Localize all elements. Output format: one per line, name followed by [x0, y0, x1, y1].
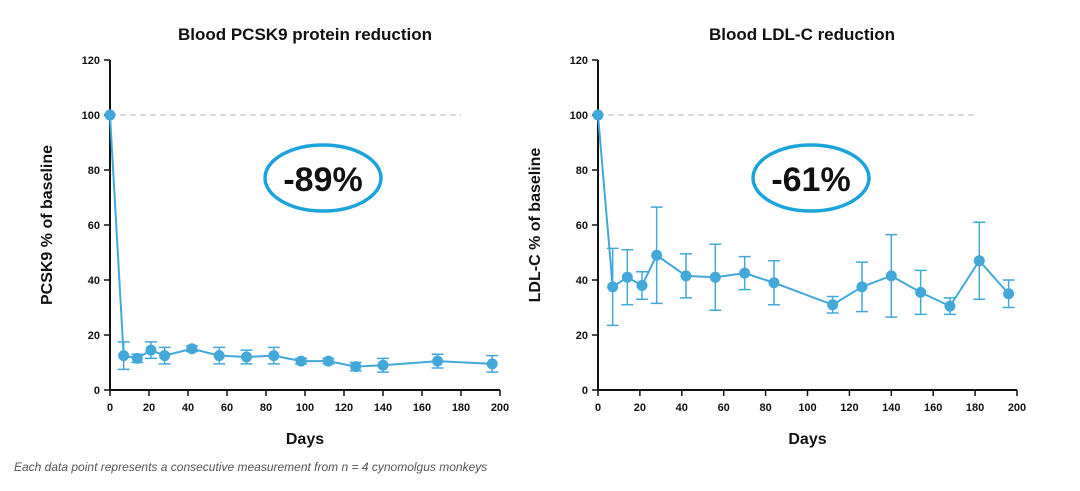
- y-tick-label: 20: [576, 330, 588, 342]
- data-point: [377, 359, 389, 371]
- data-point: [241, 351, 252, 363]
- x-tick-label: 160: [413, 402, 431, 414]
- data-point: [1003, 288, 1015, 300]
- chart-1: Blood PCSK9 protein reduction 0 20 40 60 80 10…: [39, 25, 509, 448]
- callout-value: -61%: [771, 161, 850, 199]
- data-point: [104, 109, 116, 121]
- y-axis-label: PCSK9 % of baseline: [39, 145, 56, 305]
- chart-title: Blood LDL-C reduction: [709, 25, 895, 44]
- x-tick-label: 180: [966, 402, 984, 414]
- x-tick-label: 140: [882, 402, 900, 414]
- y-tick-label: 100: [82, 110, 100, 122]
- data-point: [944, 300, 956, 312]
- y-tick-label: 100: [570, 110, 588, 122]
- callout-oval: [263, 143, 383, 213]
- data-point: [295, 355, 307, 367]
- data-point: [145, 344, 157, 356]
- x-axis-label: Days: [286, 431, 324, 448]
- series-line: [597, 114, 1010, 308]
- data-point: [768, 277, 780, 289]
- data-point: [486, 358, 498, 370]
- x-tick-label: 20: [634, 402, 646, 414]
- data-point: [131, 352, 143, 364]
- x-tick-label: 100: [798, 402, 816, 414]
- x-tick-label: 180: [452, 402, 470, 414]
- data-point: [159, 350, 171, 362]
- x-tick-label: 160: [924, 402, 942, 414]
- y-tick-label: 80: [88, 165, 100, 177]
- data-point: [268, 350, 280, 362]
- data-point: [592, 109, 604, 121]
- x-tick-label: 40: [182, 402, 194, 414]
- data-point: [651, 249, 663, 261]
- data-point: [739, 267, 751, 279]
- chart-2: Blood LDL-C reduction 0 20 40 60 80 100 120 0 20 4…: [527, 25, 1026, 448]
- callout-oval: [751, 143, 871, 213]
- data-point: [213, 350, 225, 362]
- data-point: [621, 271, 633, 283]
- y-tick-label: 60: [88, 220, 100, 232]
- x-tick-label: 80: [260, 402, 272, 414]
- x-tick-label: 120: [840, 402, 858, 414]
- x-tick-label: 40: [676, 402, 688, 414]
- y-tick-label: 0: [582, 385, 588, 397]
- x-tick-label: 120: [335, 402, 353, 414]
- x-tick-label: 60: [718, 402, 730, 414]
- x-tick-label: 200: [1008, 402, 1026, 414]
- y-tick-label: 20: [88, 330, 100, 342]
- y-axis-label: LDL-C % of baseline: [527, 148, 544, 303]
- y-tick-label: 60: [576, 220, 588, 232]
- x-tick-label: 200: [491, 402, 509, 414]
- x-tick-label: 0: [595, 402, 601, 414]
- data-point: [709, 271, 721, 283]
- y-tick-label: 40: [576, 275, 588, 287]
- y-tick-label: 120: [82, 55, 100, 67]
- footnote: Each data point represents a consecutive…: [14, 460, 488, 474]
- data-point: [680, 270, 692, 282]
- data-point: [350, 361, 362, 373]
- data-point: [827, 299, 839, 311]
- data-point: [915, 286, 927, 298]
- data-point: [432, 355, 444, 367]
- data-point: [186, 343, 198, 355]
- data-point: [885, 270, 897, 282]
- x-tick-label: 60: [221, 402, 233, 414]
- data-point: [607, 281, 619, 293]
- x-tick-label: 100: [296, 402, 314, 414]
- y-tick-label: 40: [88, 275, 100, 287]
- data-point: [973, 255, 985, 267]
- y-tick-label: 80: [576, 165, 588, 177]
- data-point: [636, 280, 648, 291]
- x-tick-label: 20: [143, 402, 155, 414]
- callout-value: -89%: [283, 161, 362, 199]
- data-point: [118, 350, 130, 362]
- x-axis-label: Days: [788, 431, 826, 448]
- x-tick-label: 80: [759, 402, 771, 414]
- y-tick-label: 0: [94, 385, 100, 397]
- x-tick-label: 140: [374, 402, 392, 414]
- chart-title: Blood PCSK9 protein reduction: [178, 25, 432, 44]
- y-tick-label: 120: [570, 55, 588, 67]
- data-point: [322, 355, 334, 367]
- data-point: [856, 281, 868, 293]
- x-tick-label: 0: [107, 402, 113, 414]
